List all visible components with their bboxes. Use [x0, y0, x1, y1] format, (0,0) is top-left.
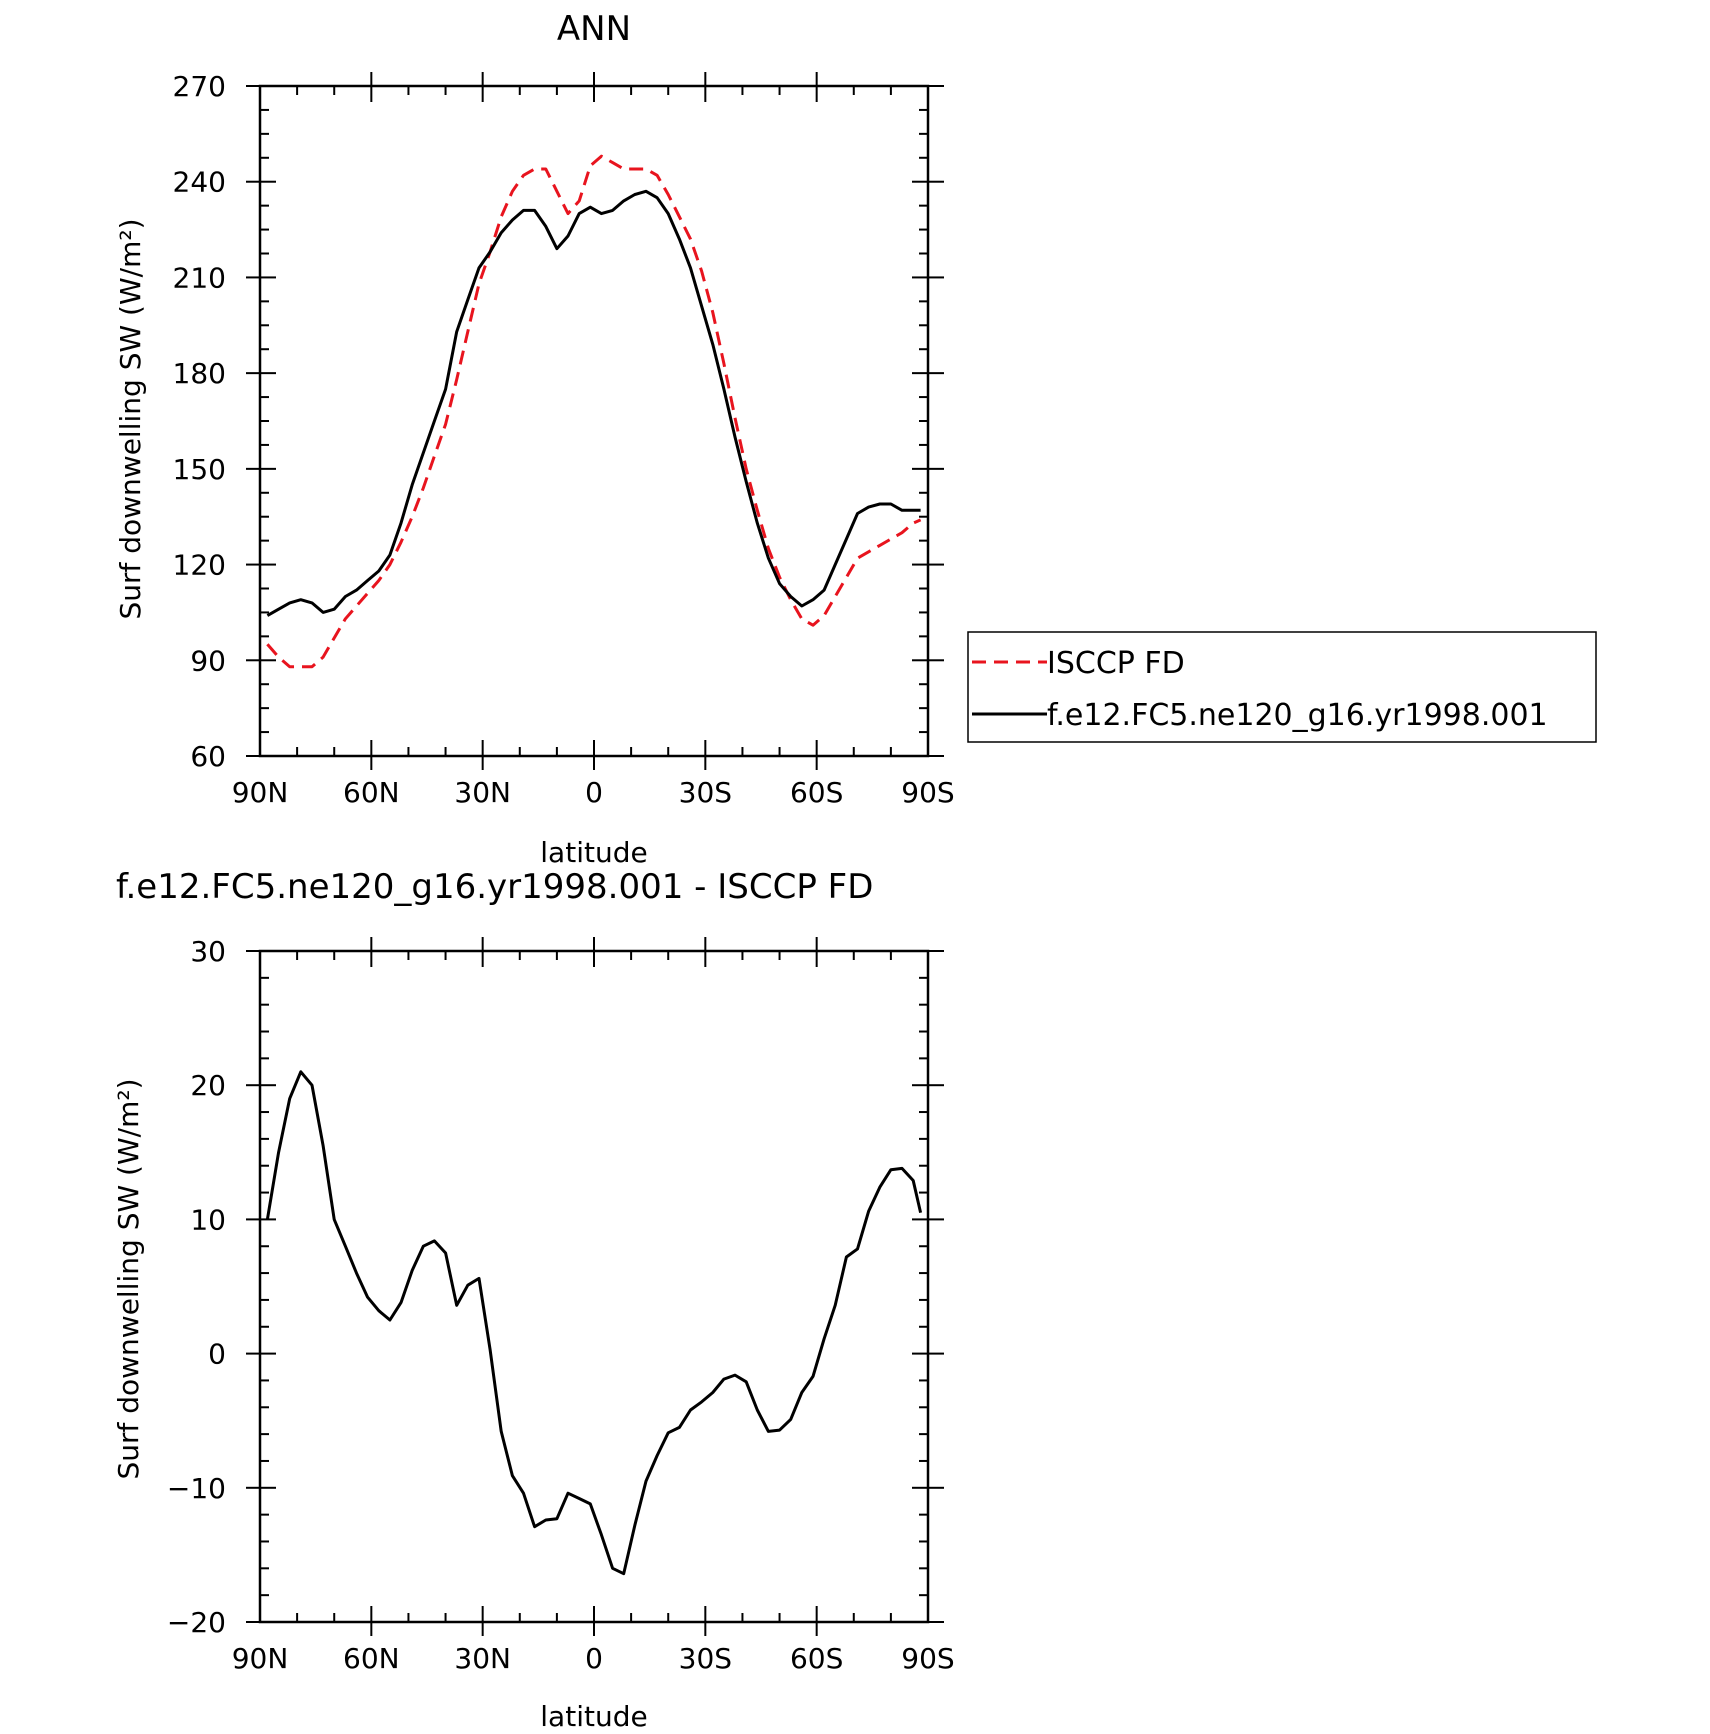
y-tick-label: 0	[208, 1338, 226, 1371]
y-tick-label: 10	[190, 1203, 226, 1236]
legend-label-isccp: ISCCP FD	[1047, 646, 1185, 681]
x-tick-label: 60S	[790, 1642, 843, 1675]
series-line-0-0	[266, 154, 922, 669]
y-tick-label: 60	[190, 740, 226, 773]
y-tick-label: 30	[190, 935, 226, 968]
x-tick-label: 30S	[679, 776, 732, 809]
x-tick-label: 90S	[901, 776, 954, 809]
plot-frame	[258, 949, 930, 1624]
x-tick-label: 60N	[343, 776, 400, 809]
top-y-axis-label: Surf downwelling SW (W/m²)	[114, 218, 147, 619]
y-tick-label: 120	[173, 549, 226, 582]
y-tick-label: 90	[190, 644, 226, 677]
y-tick-label: 270	[173, 70, 226, 103]
legend: ISCCP FD f.e12.FC5.ne120_g16.yr1998.001	[967, 631, 1597, 743]
plot-area-0: 90N 60N 30N 0 30S 60S 90S 60 90 120 150 180 210 240 27…	[173, 70, 955, 809]
x-tick-label: 90N	[232, 1642, 289, 1675]
x-tick-label: 90N	[232, 776, 289, 809]
bottom-panel-title: f.e12.FC5.ne120_g16.yr1998.001 - ISCCP F…	[116, 867, 873, 907]
y-tick-label: 150	[173, 453, 226, 486]
legend-box	[967, 631, 1597, 743]
series-line-0-1	[266, 189, 921, 617]
x-tick-label: 0	[585, 1642, 603, 1675]
series-line-1-0	[265, 1070, 923, 1576]
plot-frame	[258, 84, 930, 758]
top-x-axis-label: latitude	[540, 836, 647, 869]
y-tick-label: 240	[173, 166, 226, 199]
x-tick-label: 0	[585, 776, 603, 809]
bottom-y-axis-label: Surf downwelling SW (W/m²)	[112, 1078, 145, 1479]
y-tick-label: −10	[167, 1472, 226, 1505]
bottom-x-axis-label: latitude	[540, 1700, 647, 1733]
top-panel-title: ANN	[557, 9, 631, 49]
y-tick-label: 180	[173, 357, 226, 390]
y-tick-label: 210	[173, 261, 226, 294]
top-panel: ANN latitude Surf downwelling SW (W/m²)	[114, 9, 648, 869]
plot-area-1: 90N 60N 30N 0 30S 60S 90S −20 −10 0 10 20 30	[167, 935, 955, 1675]
x-tick-label: 90S	[901, 1642, 954, 1675]
y-tick-label: 20	[190, 1069, 226, 1102]
x-tick-label: 30N	[454, 1642, 511, 1675]
x-tick-label: 60N	[343, 1642, 400, 1675]
x-tick-label: 60S	[790, 776, 843, 809]
y-tick-label: −20	[167, 1606, 226, 1639]
bottom-panel: f.e12.FC5.ne120_g16.yr1998.001 - ISCCP F…	[112, 867, 873, 1733]
legend-label-model: f.e12.FC5.ne120_g16.yr1998.001	[1047, 698, 1548, 733]
x-tick-label: 30N	[454, 776, 511, 809]
x-tick-label: 30S	[679, 1642, 732, 1675]
